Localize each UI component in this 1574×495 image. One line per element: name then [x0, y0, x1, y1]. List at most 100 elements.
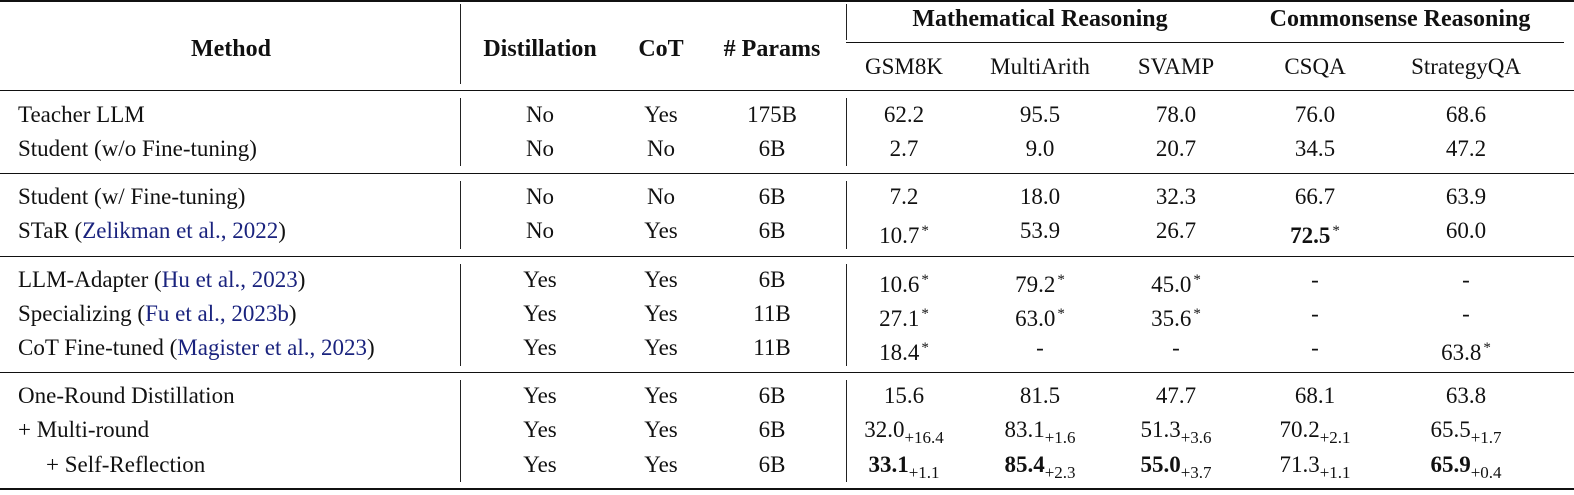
group-rule — [846, 42, 1564, 43]
score-cell: 68.6 — [1446, 100, 1486, 130]
row-method: Student (w/o Fine-tuning) — [18, 134, 257, 164]
score-gain: +2.1 — [1319, 428, 1351, 447]
header-method: Method — [191, 36, 271, 62]
score-gain: +16.4 — [904, 428, 944, 447]
row-distillation: Yes — [523, 383, 557, 408]
score-gain: +3.6 — [1180, 428, 1212, 447]
score-value: 53.9 — [1019, 218, 1061, 243]
row-method: LLM-Adapter (Hu et al., 2023) — [18, 265, 305, 295]
row-params: 175B — [747, 102, 797, 127]
score-cell: 47.2 — [1446, 134, 1486, 164]
score-cell: 2.7 — [890, 134, 919, 164]
score-cell: 76.0 — [1295, 100, 1335, 130]
row-cot: Yes — [644, 417, 678, 442]
score-value: 47.7 — [1155, 383, 1197, 408]
method-name: CoT Fine-tuned ( — [18, 335, 178, 360]
score-value: 72.5 — [1290, 223, 1331, 248]
score-value: 45.0 — [1151, 272, 1192, 297]
score-value: 63.0 — [1015, 306, 1056, 331]
column-divider — [460, 181, 461, 249]
citation-close: ) — [297, 267, 306, 292]
score-value: 65.9 — [1430, 452, 1471, 477]
score-cell: - — [1311, 333, 1319, 363]
citation-link: Zelikman et al., 2022 — [82, 218, 279, 243]
header-strategyqa: StrategyQA — [1411, 54, 1521, 79]
citation-close: ) — [278, 218, 286, 243]
score-cell: - — [1462, 265, 1470, 295]
score-cell: 26.7 — [1156, 216, 1196, 246]
row-distillation: No — [525, 136, 555, 161]
score-value: 18.4 — [879, 340, 920, 365]
score-value: - — [1311, 267, 1319, 292]
header-csqa: CSQA — [1284, 54, 1346, 79]
score-cell: - — [1172, 333, 1180, 363]
method-name: Specializing ( — [18, 301, 146, 326]
score-cell: 34.5 — [1295, 134, 1335, 164]
method-name: STaR ( — [18, 218, 83, 243]
column-divider — [846, 98, 847, 166]
row-params: 6B — [758, 267, 786, 292]
score-cell: 51.3+3.6 — [1140, 415, 1211, 453]
citation-link: Hu et al., 2023 — [161, 267, 298, 292]
score-value: 63.8 — [1441, 340, 1482, 365]
score-cell: 10.7 * — [879, 216, 929, 251]
row-method: Teacher LLM — [18, 100, 145, 130]
score-cell: 9.0 — [1026, 134, 1055, 164]
score-value: 95.5 — [1019, 102, 1061, 127]
score-value: - — [1036, 335, 1044, 360]
score-cell: 45.0 * — [1151, 265, 1201, 300]
score-value: 33.1 — [868, 452, 909, 477]
section-rule-3 — [0, 372, 1574, 373]
score-cell: 79.2 * — [1015, 265, 1065, 300]
row-cot: Yes — [644, 102, 678, 127]
row-params: 6B — [758, 184, 786, 209]
score-cell: 65.5+1.7 — [1430, 415, 1501, 453]
citation-link: Fu et al., 2023b — [145, 301, 289, 326]
row-params: 6B — [758, 218, 786, 243]
row-params: 6B — [758, 136, 786, 161]
score-cell: 81.5 — [1020, 381, 1060, 411]
score-cell: - — [1311, 299, 1319, 329]
method-name: One-Round Distillation — [18, 383, 235, 408]
column-divider — [460, 264, 461, 366]
row-cot: No — [646, 184, 676, 209]
row-method: + Self-Reflection — [46, 450, 205, 480]
header-multiarith: MultiArith — [990, 54, 1090, 79]
score-value: 34.5 — [1294, 136, 1336, 161]
score-cell: 63.9 — [1446, 182, 1486, 212]
score-gain: +1.1 — [908, 463, 940, 482]
row-cot: Yes — [644, 383, 678, 408]
score-value: 9.0 — [1025, 136, 1055, 161]
score-value: 27.1 — [879, 306, 920, 331]
header-distillation: Distillation — [483, 36, 597, 62]
row-method: + Multi-round — [18, 415, 149, 445]
score-cell: 71.3+1.1 — [1279, 450, 1350, 488]
row-cot: Yes — [644, 218, 678, 243]
score-cell: 27.1 * — [879, 299, 929, 334]
method-name: + Self-Reflection — [46, 452, 206, 477]
citation-close: ) — [288, 301, 297, 326]
row-method: CoT Fine-tuned (Magister et al., 2023) — [18, 333, 375, 363]
score-value: 79.2 — [1015, 272, 1056, 297]
row-params: 11B — [753, 301, 791, 326]
score-value: 32.3 — [1155, 184, 1197, 209]
score-cell: 20.7 — [1156, 134, 1196, 164]
score-value: 10.7 — [879, 223, 920, 248]
score-value: 7.2 — [889, 184, 919, 209]
row-distillation: Yes — [523, 417, 557, 442]
score-cell: 63.0 * — [1015, 299, 1065, 334]
score-asterisk: * — [921, 272, 929, 288]
score-cell: 62.2 — [884, 100, 924, 130]
score-cell: 63.8 * — [1441, 333, 1491, 368]
score-asterisk: * — [921, 340, 929, 356]
bottom-rule — [0, 488, 1574, 490]
column-divider — [460, 4, 461, 84]
score-value: 26.7 — [1155, 218, 1197, 243]
row-method: STaR (Zelikman et al., 2022) — [18, 216, 286, 246]
score-cell: 63.8 — [1446, 381, 1486, 411]
score-gain: +1.6 — [1044, 428, 1076, 447]
row-distillation: No — [525, 102, 555, 127]
score-cell: 85.4+2.3 — [1004, 450, 1075, 488]
score-asterisk: * — [1057, 272, 1065, 288]
header-gsm8k: GSM8K — [865, 54, 943, 79]
